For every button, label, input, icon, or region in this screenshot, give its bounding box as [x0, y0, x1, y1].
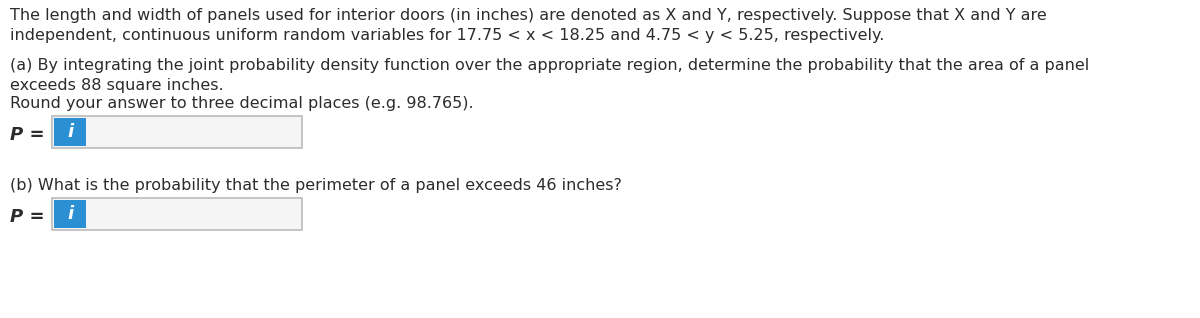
Text: The length and width of panels used for interior doors (in inches) are denoted a: The length and width of panels used for … [10, 8, 1046, 23]
Text: Round your answer to three decimal places (e.g. 98.765).: Round your answer to three decimal place… [10, 96, 474, 111]
Text: i: i [67, 123, 73, 141]
FancyBboxPatch shape [52, 198, 302, 230]
Text: exceeds 88 square inches.: exceeds 88 square inches. [10, 78, 223, 93]
Text: P =: P = [10, 126, 44, 144]
Text: (a) By integrating the joint probability density function over the appropriate r: (a) By integrating the joint probability… [10, 58, 1090, 73]
FancyBboxPatch shape [54, 118, 86, 146]
Text: i: i [67, 205, 73, 223]
FancyBboxPatch shape [52, 116, 302, 148]
FancyBboxPatch shape [54, 200, 86, 228]
Text: P =: P = [10, 208, 44, 226]
Text: independent, continuous uniform random variables for 17.75 < x < 18.25 and 4.75 : independent, continuous uniform random v… [10, 28, 884, 43]
Text: (b) What is the probability that the perimeter of a panel exceeds 46 inches?: (b) What is the probability that the per… [10, 178, 622, 193]
